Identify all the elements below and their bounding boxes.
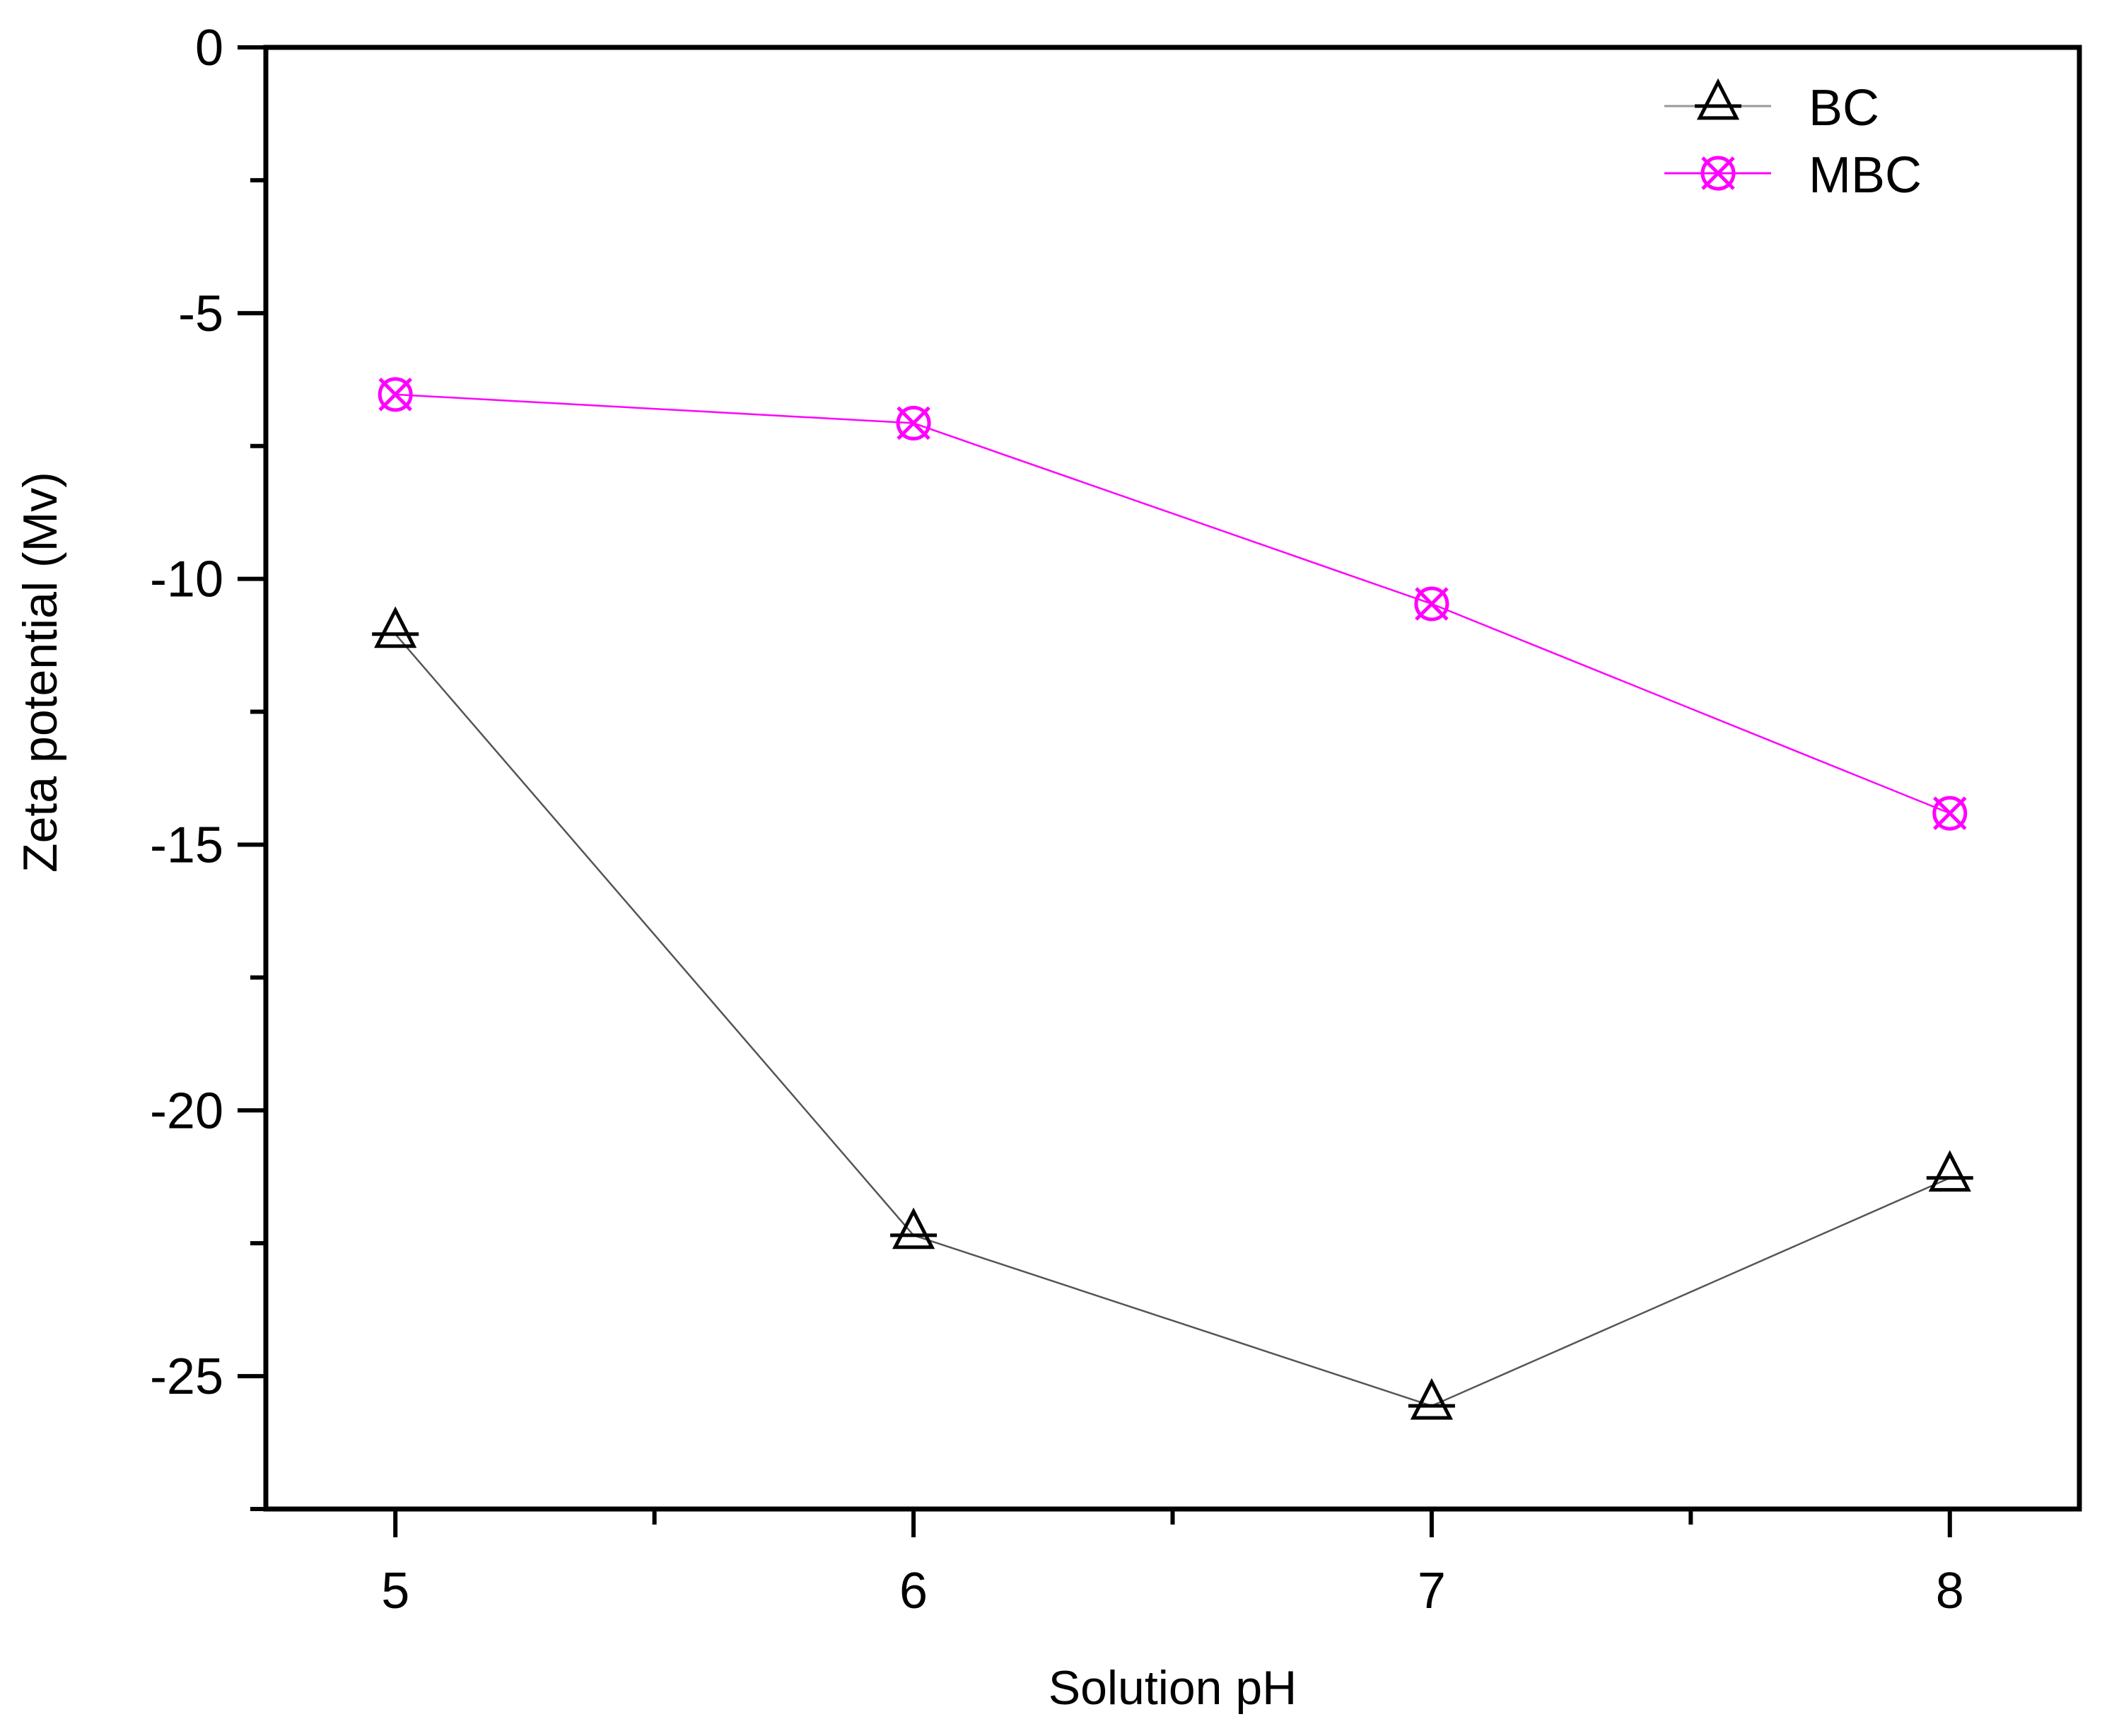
plot-series bbox=[372, 377, 1973, 1420]
circle-x-marker-icon bbox=[1700, 156, 1736, 191]
legend-label: BC bbox=[1809, 80, 1879, 136]
axis-ticks bbox=[238, 45, 1952, 1537]
series-line bbox=[395, 633, 1951, 1407]
circle-x-marker-icon bbox=[896, 405, 931, 441]
series-line bbox=[395, 393, 1951, 815]
triangle-marker-icon bbox=[1928, 1150, 1971, 1192]
y-axis-title: Zeta potential (Mv) bbox=[13, 472, 67, 873]
y-tick-label: -15 bbox=[150, 817, 223, 873]
x-tick-label: 7 bbox=[1418, 1563, 1446, 1619]
y-tick-label: -10 bbox=[150, 552, 223, 608]
y-tick-label: -20 bbox=[150, 1083, 223, 1139]
legend-label: MBC bbox=[1809, 147, 1922, 204]
series-mbc bbox=[378, 377, 1968, 831]
x-tick-label: 5 bbox=[381, 1563, 409, 1619]
plot-frame bbox=[263, 45, 2082, 1512]
circle-x-marker-icon bbox=[1414, 586, 1449, 622]
x-tick-label: 8 bbox=[1936, 1563, 1964, 1619]
legend-item-mbc: MBC bbox=[1664, 147, 1922, 204]
triangle-marker-icon bbox=[892, 1207, 935, 1249]
y-tick-label: -25 bbox=[150, 1348, 223, 1405]
x-axis-title: Solution pH bbox=[1049, 1661, 1297, 1715]
triangle-marker-icon bbox=[374, 606, 417, 648]
legend: BC MBC bbox=[1664, 78, 1922, 204]
series-bc bbox=[372, 606, 1973, 1420]
triangle-marker-icon bbox=[1696, 78, 1740, 120]
y-tick-label: 0 bbox=[195, 20, 223, 76]
y-tick-label: -5 bbox=[178, 286, 223, 342]
tick-labels: 0 -5 -10 -15 -20 -25 5 6 7 8 bbox=[150, 20, 1964, 1619]
circle-x-marker-icon bbox=[1932, 796, 1968, 831]
legend-item-bc: BC bbox=[1664, 78, 1879, 136]
circle-x-marker-icon bbox=[378, 377, 413, 412]
triangle-marker-icon bbox=[1410, 1377, 1454, 1420]
x-tick-label: 6 bbox=[899, 1563, 928, 1619]
